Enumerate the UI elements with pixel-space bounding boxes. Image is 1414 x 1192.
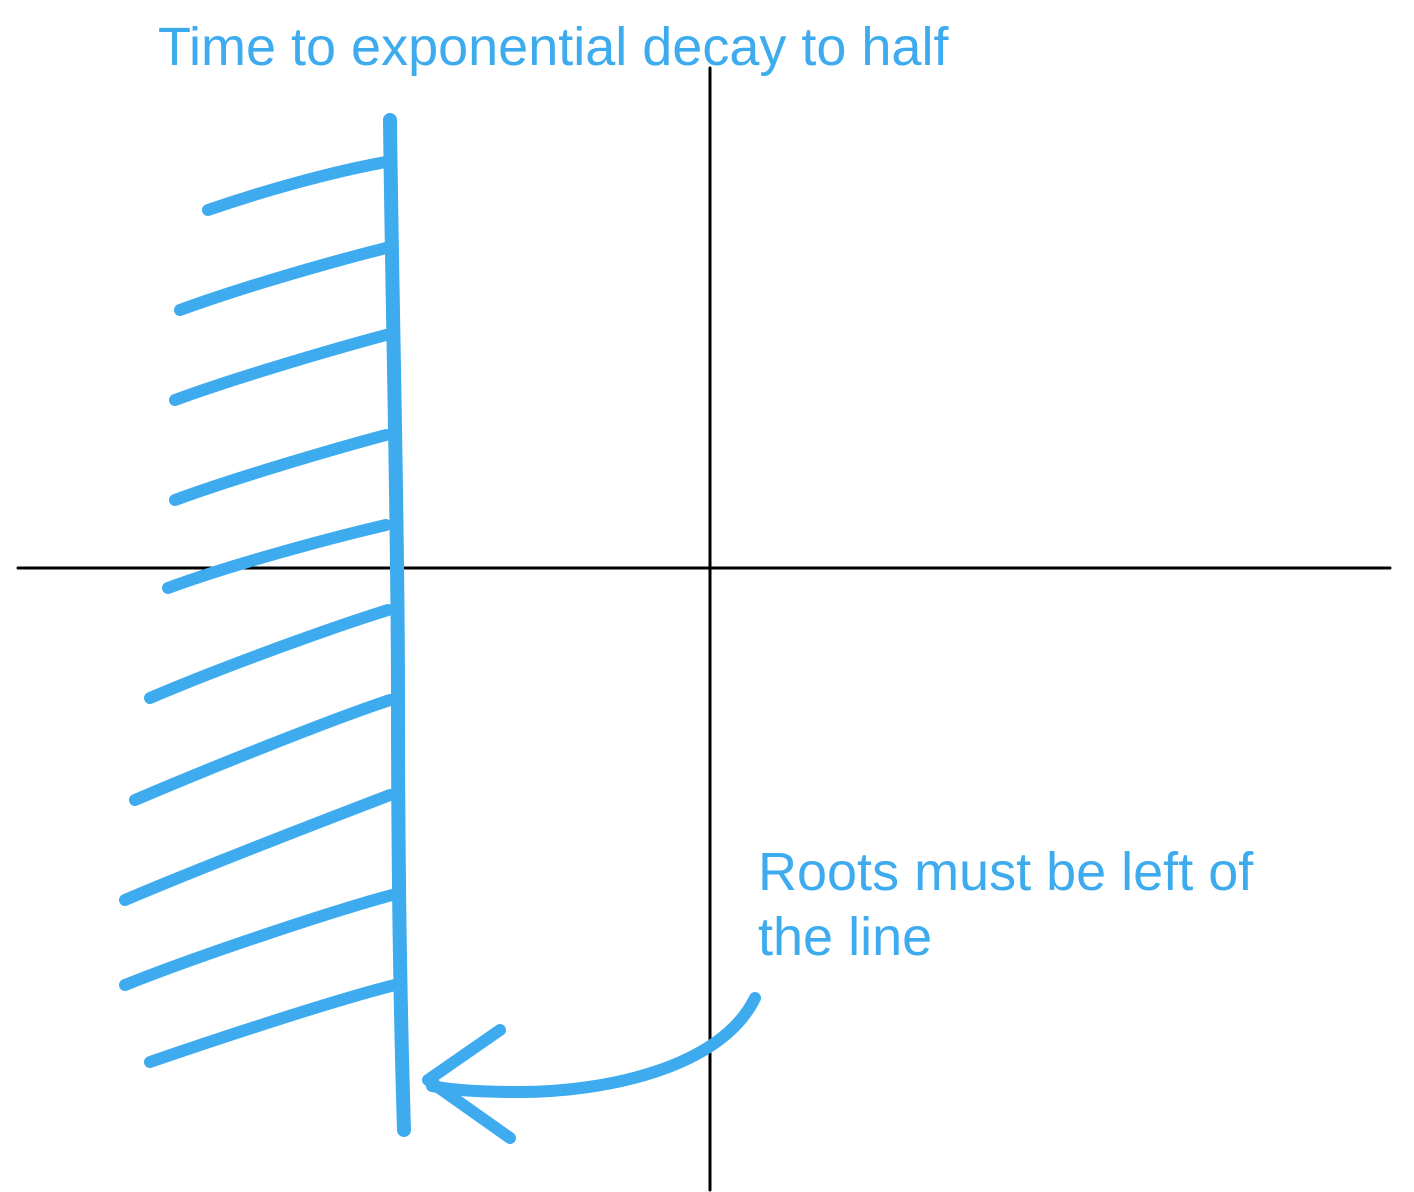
annotation-arrow bbox=[428, 998, 755, 1138]
diagram-title: Time to exponential decay to half bbox=[158, 16, 948, 78]
boundary-line bbox=[390, 120, 404, 1130]
hatching-region bbox=[125, 162, 395, 1062]
complex-plane-diagram bbox=[0, 0, 1414, 1192]
annotation-label: Roots must be left of the line bbox=[758, 840, 1338, 970]
